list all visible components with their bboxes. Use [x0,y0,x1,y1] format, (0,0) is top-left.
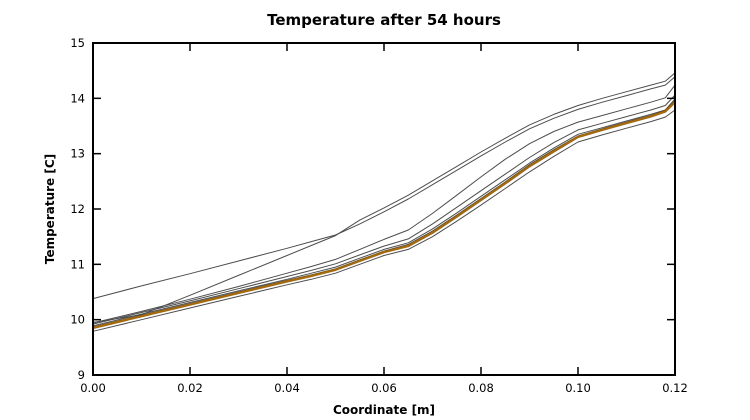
series-gray-5 [92,98,676,327]
x-axis-label: Coordinate [m] [332,403,436,417]
x-tick-label: 0.10 [565,381,591,395]
y-tick-label: 12 [70,202,85,216]
series-gray-3 [92,84,676,324]
series-gray-1 [92,76,676,300]
y-tick-label: 9 [78,368,85,382]
chart-title: Temperature after 54 hours [267,11,501,29]
axes-frame [92,42,676,376]
y-tick-label: 15 [70,36,85,50]
y-tick-label: 10 [70,313,85,327]
x-tick-label: 0.00 [80,381,106,395]
series-orange-reference [92,101,676,330]
series-gray-4 [92,94,676,325]
x-tick-label: 0.04 [274,381,300,395]
y-tick-label: 13 [70,147,85,161]
series-gray-7 [92,109,676,332]
y-tick-label: 14 [70,91,85,105]
series-gray-2 [92,72,676,323]
y-tick-label: 11 [70,257,85,271]
x-tick-label: 0.02 [177,381,203,395]
x-tick-label: 0.08 [468,381,494,395]
x-tick-label: 0.06 [371,381,397,395]
x-tick-label: 0.12 [662,381,688,395]
